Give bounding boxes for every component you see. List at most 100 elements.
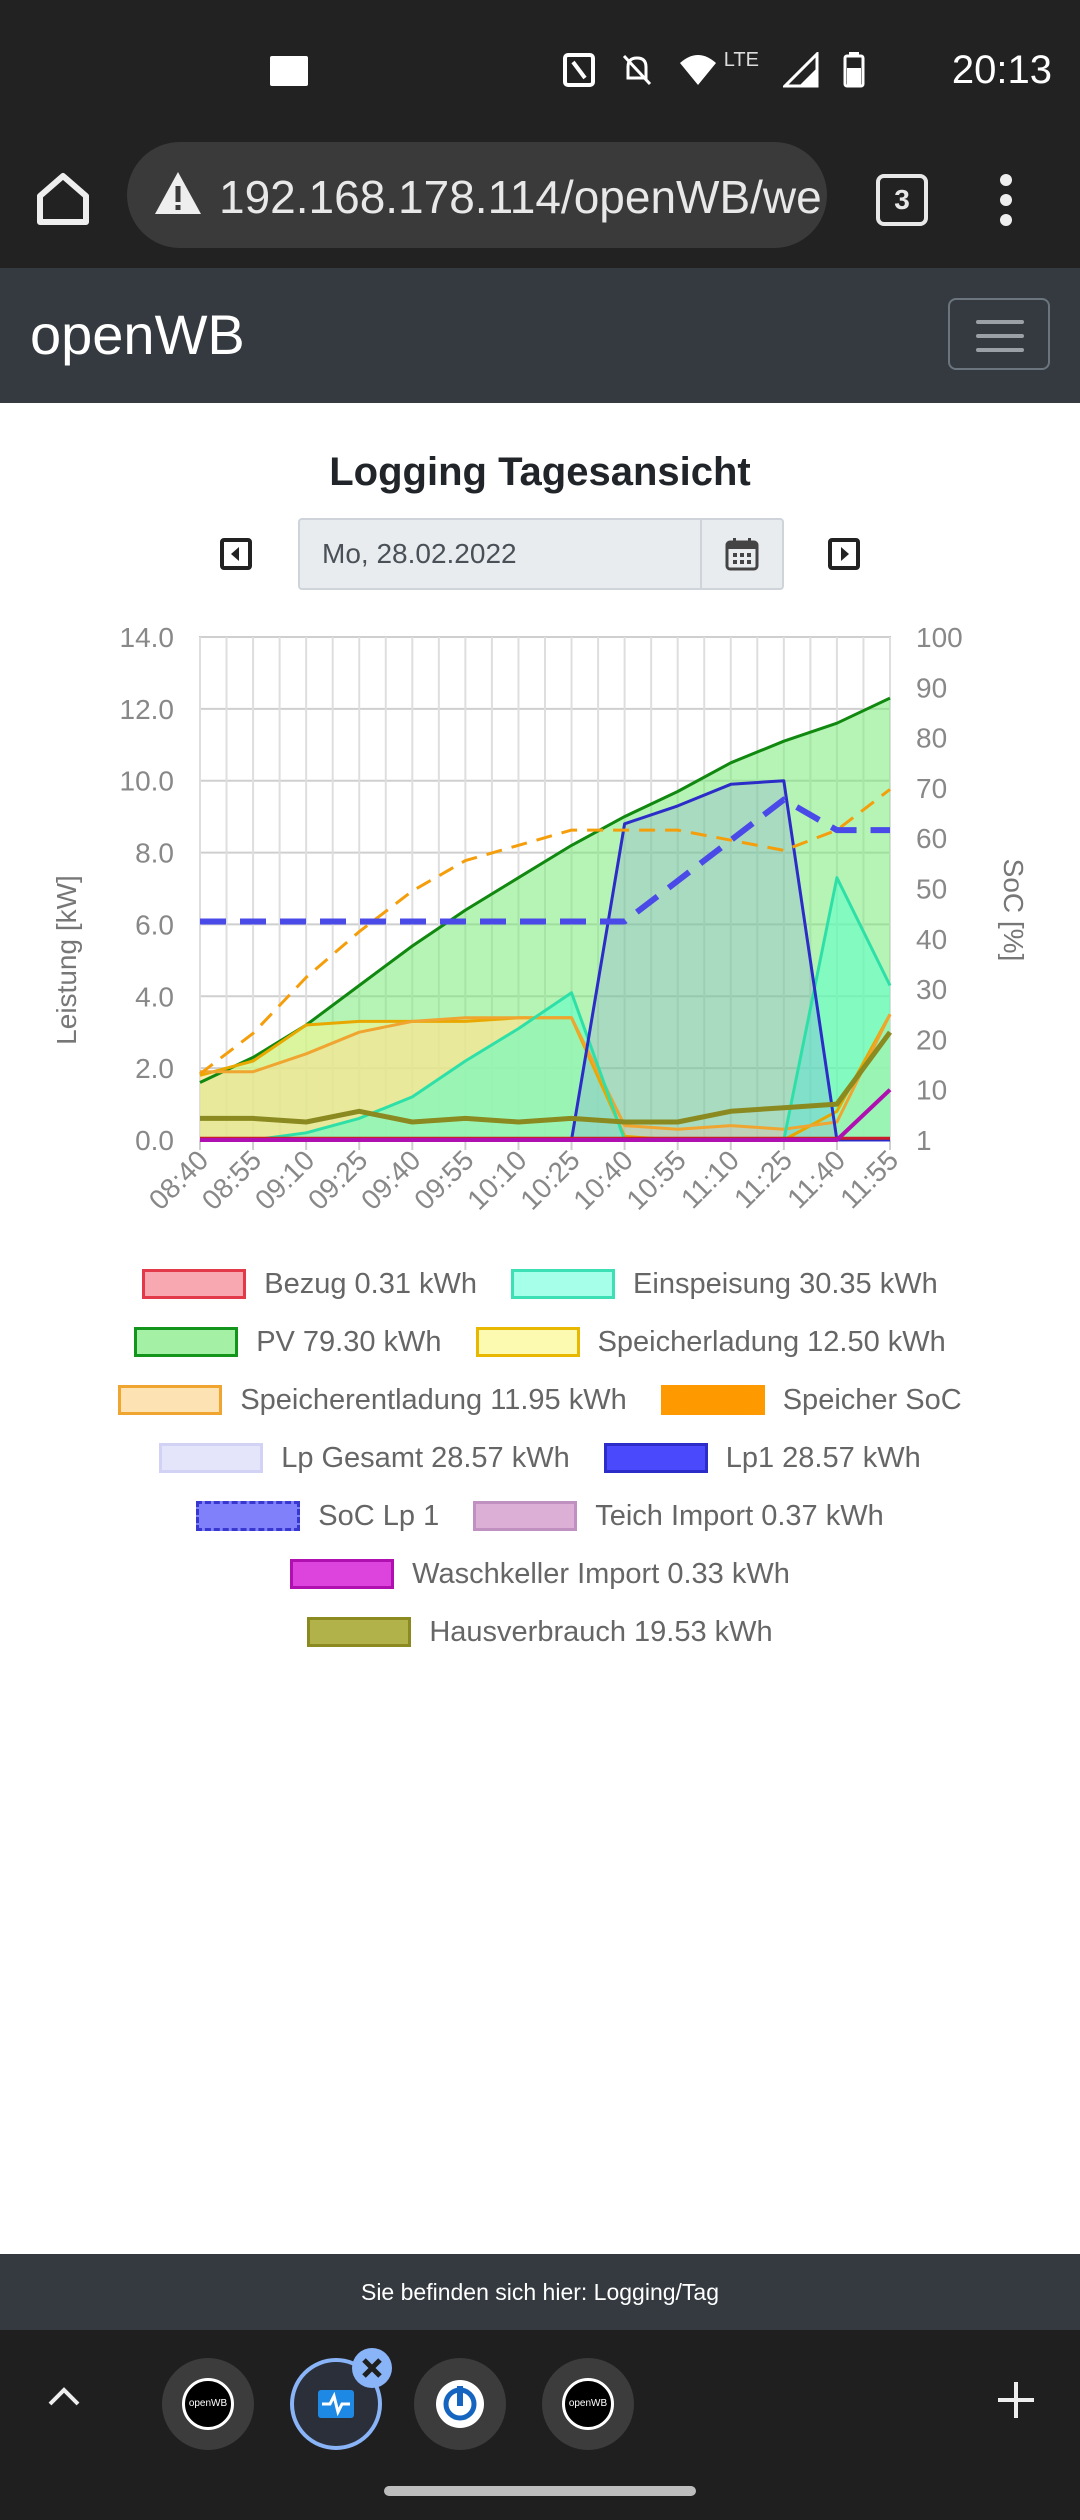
signal-icon [783, 52, 819, 88]
y-right-tick-label: 80 [916, 723, 947, 754]
legend-row: PV 79.30 kWh Speicherladung 12.50 kWh [0, 1313, 1080, 1371]
legend-item[interactable]: Hausverbrauch 19.53 kWh [307, 1615, 773, 1649]
legend-label: Speicherentladung 11.95 kWh [240, 1383, 627, 1416]
legend-item[interactable]: Speicherladung 12.50 kWh [475, 1325, 946, 1359]
x-tick-label: 11:40 [781, 1144, 851, 1214]
url-bar[interactable]: 192.168.178.114/openWB/we [127, 142, 827, 248]
legend-row: SoC Lp 1 Teich Import 0.37 kWh [0, 1487, 1080, 1545]
legend-swatch [290, 1559, 395, 1589]
prev-day-button[interactable] [220, 538, 252, 570]
x-tick-label: 08:55 [196, 1144, 267, 1215]
tab-openwb-1[interactable]: openWB [162, 2358, 254, 2450]
y-right-tick-label: 70 [916, 773, 947, 804]
browser-toolbar: 192.168.178.114/openWB/we 3 [0, 130, 1080, 268]
legend-label: PV 79.30 kWh [256, 1325, 442, 1358]
legend-item[interactable]: SoC Lp 1 [196, 1500, 439, 1533]
home-icon[interactable] [30, 166, 96, 232]
menu-toggle-button[interactable] [948, 298, 1050, 370]
legend-label: Lp1 28.57 kWh [725, 1441, 921, 1474]
x-tick-label: 10:55 [620, 1144, 691, 1215]
line-pv [199, 696, 891, 1084]
y-right-tick-label: 40 [916, 924, 947, 955]
legend-item[interactable]: Bezug 0.31 kWh [142, 1268, 477, 1301]
legend-row: Lp Gesamt 28.57 kWh Lp1 28.57 kWh [0, 1429, 1080, 1487]
y-right-tick-label: 10 [916, 1075, 947, 1106]
y-tick-label: 6.0 [135, 909, 174, 940]
heartbeat-icon [318, 2390, 354, 2418]
warning-icon[interactable] [153, 170, 203, 216]
legend-item[interactable]: Waschkeller Import 0.33 kWh [290, 1558, 790, 1591]
legend-row: Speicherentladung 11.95 kWh Speicher SoC [0, 1371, 1080, 1429]
x-tick-label: 11:55 [834, 1144, 904, 1214]
legend-label: Waschkeller Import 0.33 kWh [412, 1557, 790, 1590]
caret-left-icon [231, 547, 239, 561]
legend-item[interactable]: Lp1 28.57 kWh [603, 1441, 921, 1475]
tab-switcher-button[interactable]: 3 [876, 174, 928, 226]
line-speicherentladung [200, 1013, 892, 1131]
legend-item[interactable]: Teich Import 0.37 kWh [473, 1500, 884, 1533]
tab-power-app[interactable] [414, 2358, 506, 2450]
legend-label: Speicher SoC [782, 1383, 962, 1416]
legend-item[interactable]: Speicher SoC [660, 1383, 962, 1417]
chevron-up-icon[interactable] [44, 2382, 84, 2412]
legend-label: Teich Import 0.37 kWh [595, 1499, 884, 1532]
tab-active-logging[interactable] [290, 2348, 392, 2450]
area-lp1 [200, 780, 890, 1140]
legend-swatch [142, 1269, 247, 1299]
status-bar: LTE 20:13 [0, 0, 1080, 130]
legend-item[interactable]: Einspeisung 30.35 kWh [511, 1268, 938, 1301]
y-tick-label: 4.0 [135, 981, 174, 1012]
network-type: LTE [723, 48, 759, 71]
legend-label: Speicherladung 12.50 kWh [597, 1325, 946, 1358]
chart-lines [199, 696, 893, 1142]
gesture-bar [0, 2460, 1080, 2520]
new-tab-plus-icon[interactable] [994, 2378, 1038, 2422]
clock: 20:13 [951, 48, 1052, 92]
y-right-tick-label: 50 [916, 874, 947, 905]
calendar-button[interactable] [700, 520, 782, 588]
nfc-icon [562, 53, 595, 87]
x-tick-label: 11:25 [728, 1144, 798, 1214]
mute-bell-icon [622, 54, 651, 86]
power-app-icon [436, 2380, 484, 2428]
calendar-icon [725, 538, 759, 571]
next-day-button[interactable] [828, 538, 860, 570]
openwb-logo-icon: openWB [182, 2378, 234, 2430]
chart-legend: Bezug 0.31 kWh Einspeisung 30.35 kWh PV 79… [0, 1255, 1080, 1661]
y-right-tick-label: 100 [916, 622, 963, 653]
x-tick-label: 10:40 [567, 1144, 638, 1215]
legend-swatch [603, 1443, 708, 1473]
legend-row: Waschkeller Import 0.33 kWh [0, 1545, 1080, 1603]
close-tab-button[interactable] [352, 2348, 392, 2388]
battery-icon [843, 52, 865, 88]
legend-swatch [159, 1443, 264, 1473]
legend-swatch [475, 1327, 580, 1357]
y-right-tick-label: 1 [916, 1125, 932, 1156]
brand-logo[interactable]: openWB [30, 303, 245, 366]
x-tick-label: 09:55 [408, 1144, 479, 1215]
x-tick-label: 09:25 [302, 1144, 373, 1215]
legend-row: Bezug 0.31 kWh Einspeisung 30.35 kWh [0, 1255, 1080, 1313]
tab-openwb-2[interactable]: openWB [542, 2358, 634, 2450]
line-hausverbrauch [200, 1030, 893, 1125]
line-soc-lp-1 [200, 796, 890, 925]
legend-swatch [473, 1501, 578, 1531]
notification-icon [270, 56, 308, 86]
overflow-menu-icon[interactable] [996, 170, 1016, 230]
legend-item[interactable]: Lp Gesamt 28.57 kWh [159, 1442, 570, 1475]
legend-swatch [511, 1269, 616, 1299]
legend-swatch [196, 1501, 301, 1531]
legend-label: Einspeisung 30.35 kWh [633, 1267, 938, 1300]
line-speicher-soc [199, 788, 891, 1076]
y-right-tick-label: 20 [916, 1024, 947, 1055]
caret-right-icon [841, 547, 849, 561]
y-right-tick-label: 60 [916, 823, 947, 854]
legend-item[interactable]: PV 79.30 kWh [134, 1325, 442, 1359]
close-icon [362, 2358, 382, 2378]
wifi-icon [679, 55, 716, 85]
openwb-logo-icon: openWB [562, 2378, 614, 2430]
legend-item[interactable]: Speicherentladung 11.95 kWh [118, 1383, 627, 1417]
legend-label: Hausverbrauch 19.53 kWh [429, 1615, 773, 1648]
date-input[interactable]: Mo, 28.02.2022 [298, 518, 784, 590]
browser-tabs-bar: openWB openWB [0, 2330, 1080, 2460]
